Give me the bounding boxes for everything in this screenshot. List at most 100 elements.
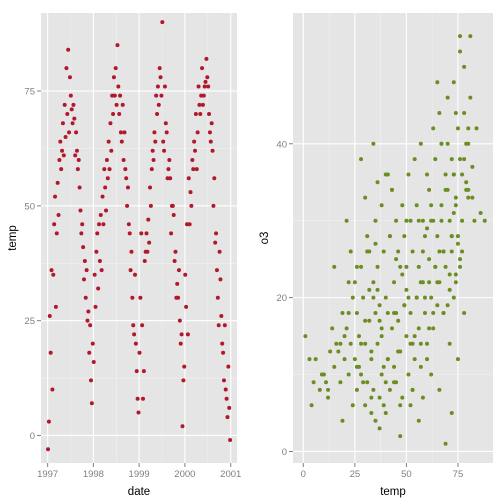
data-point <box>369 349 374 354</box>
x-axis-title: date <box>128 486 150 498</box>
data-point <box>161 139 166 144</box>
data-point <box>98 213 103 218</box>
data-point <box>168 176 173 181</box>
data-point <box>398 434 403 439</box>
data-point <box>451 172 456 177</box>
data-point <box>140 323 145 328</box>
data-point <box>214 231 219 236</box>
data-point <box>416 264 421 269</box>
data-point <box>385 357 390 362</box>
data-point <box>175 281 180 286</box>
data-point <box>99 268 104 273</box>
data-point <box>207 112 212 117</box>
data-point <box>437 249 442 254</box>
data-point <box>392 364 397 369</box>
data-point <box>182 364 187 369</box>
data-point <box>127 231 132 236</box>
data-point <box>226 364 231 369</box>
data-point <box>91 359 96 364</box>
data-point <box>342 334 347 339</box>
data-point <box>354 311 359 315</box>
data-point <box>379 326 384 331</box>
data-point <box>186 176 191 181</box>
x-tick-label: 1999 <box>129 469 150 480</box>
y-axis-title: o3 <box>259 232 271 245</box>
data-point <box>96 286 101 291</box>
data-point <box>338 341 343 346</box>
data-point <box>118 130 123 135</box>
data-point <box>177 318 182 323</box>
data-point <box>344 218 349 223</box>
data-point <box>340 418 345 423</box>
y-tick-label: 0 <box>282 447 287 458</box>
data-point <box>183 272 188 277</box>
data-point <box>170 203 175 208</box>
data-point <box>130 295 135 300</box>
data-point <box>126 222 131 227</box>
data-point <box>363 403 368 408</box>
data-point <box>346 311 351 315</box>
data-point <box>56 213 61 218</box>
data-point <box>462 311 467 315</box>
data-point <box>213 240 218 245</box>
data-point <box>453 280 458 285</box>
data-point <box>361 380 366 385</box>
data-point <box>464 141 469 146</box>
data-point <box>217 249 222 254</box>
data-point <box>319 372 324 377</box>
data-point <box>408 341 413 346</box>
data-point <box>89 378 93 383</box>
data-point <box>167 157 172 162</box>
data-point <box>133 341 138 346</box>
data-point <box>336 349 341 354</box>
data-point <box>162 148 167 153</box>
data-point <box>352 357 357 362</box>
data-point <box>427 187 432 192</box>
data-point <box>427 326 432 331</box>
data-point <box>464 187 469 192</box>
data-point <box>218 277 223 282</box>
data-point <box>389 326 394 331</box>
data-point <box>80 222 85 227</box>
data-point <box>59 167 64 172</box>
data-point <box>338 380 343 385</box>
data-point <box>425 226 430 231</box>
data-point <box>135 396 140 401</box>
data-point <box>146 217 151 222</box>
data-point <box>129 249 134 254</box>
data-point <box>464 180 469 185</box>
data-point <box>447 218 452 223</box>
data-point <box>439 141 444 146</box>
data-point <box>219 314 224 319</box>
data-point <box>148 185 153 190</box>
data-point <box>470 195 475 200</box>
data-point <box>326 387 331 392</box>
data-point <box>55 180 60 185</box>
data-point <box>61 153 66 158</box>
data-point <box>377 303 382 308</box>
data-point <box>63 134 68 139</box>
data-point <box>84 268 89 273</box>
data-point <box>468 34 473 39</box>
data-point <box>220 341 225 346</box>
data-point <box>346 280 351 285</box>
data-point <box>120 102 125 107</box>
data-point <box>113 66 118 71</box>
data-point <box>414 203 419 208</box>
data-point <box>227 405 232 410</box>
y-tick-label: 75 <box>24 87 35 98</box>
data-point <box>198 112 203 117</box>
data-point <box>455 126 460 131</box>
data-point <box>394 218 399 223</box>
data-point <box>134 369 139 374</box>
data-point <box>93 304 98 309</box>
data-point <box>53 304 58 309</box>
data-point <box>371 280 376 285</box>
x-tick-label: 2000 <box>174 469 195 480</box>
data-point <box>172 258 177 263</box>
data-point <box>427 257 432 262</box>
data-point <box>441 311 446 315</box>
data-point <box>145 249 150 254</box>
data-point <box>356 334 361 339</box>
data-point <box>455 241 460 246</box>
